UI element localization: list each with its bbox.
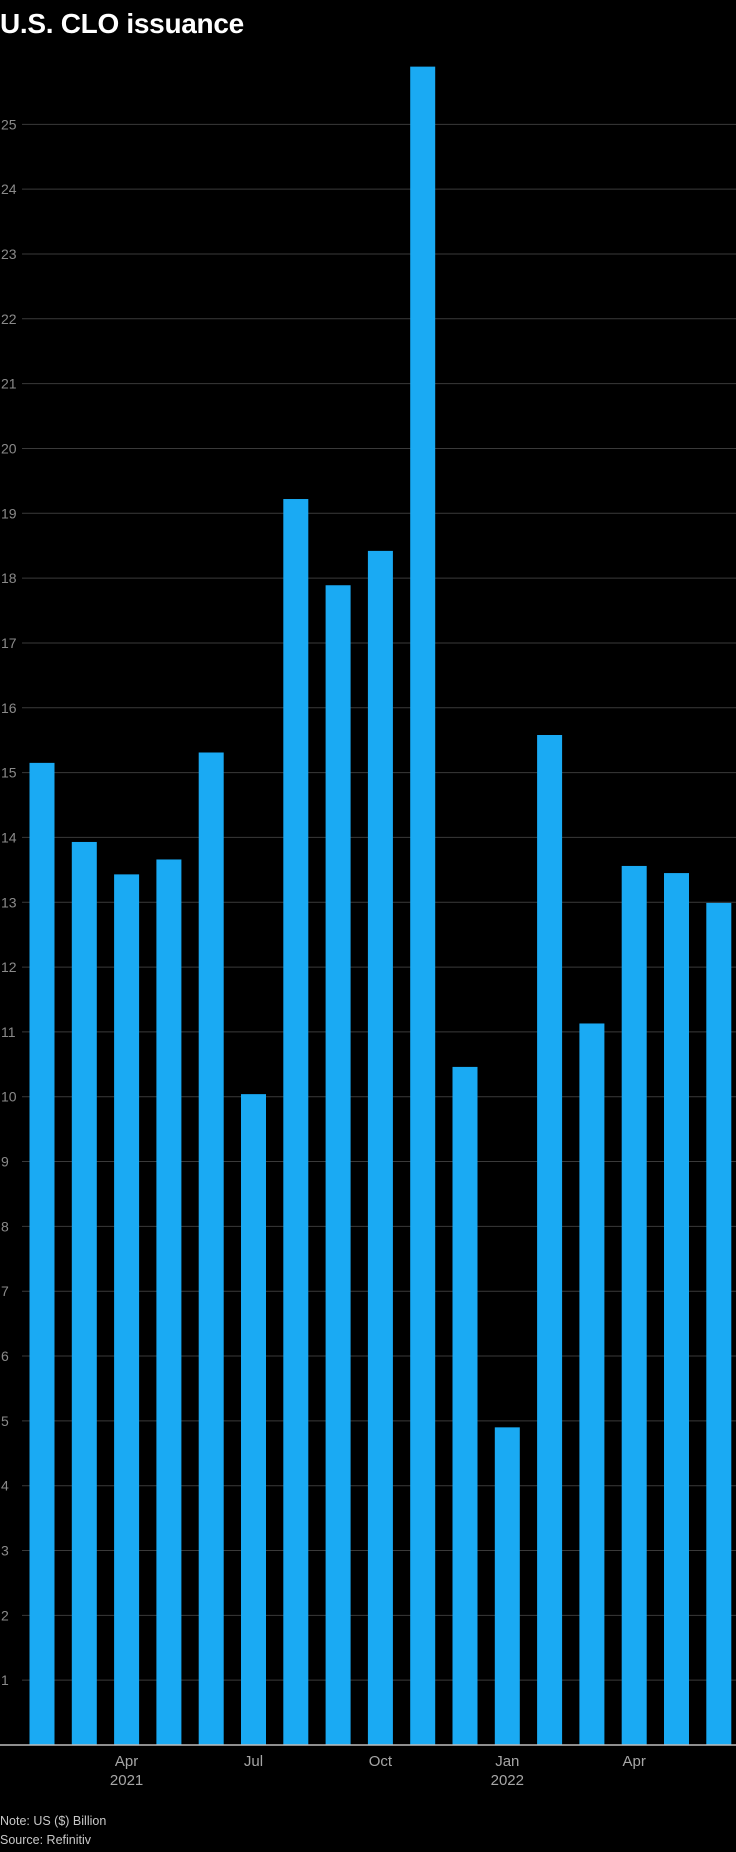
x-tick-label: Apr xyxy=(623,1753,646,1770)
bar xyxy=(621,865,647,1745)
y-tick-label: 10 xyxy=(1,1089,17,1105)
chart-title: U.S. CLO issuance xyxy=(0,8,244,39)
y-tick-label: 14 xyxy=(1,829,17,845)
y-tick-label: 12 xyxy=(1,959,17,975)
y-tick-label: 20 xyxy=(1,440,17,456)
bar xyxy=(367,550,393,1745)
y-tick-label: 4 xyxy=(1,1478,9,1494)
y-tick-label: 11 xyxy=(1,1024,16,1040)
bar xyxy=(241,1094,266,1745)
x-axis-ticks: Apr 2021 Jul Oct Jan 2022 Apr xyxy=(110,1753,646,1789)
y-tick-label: 8 xyxy=(1,1218,9,1234)
bar-chart: 1234567891011121314151617181920212223242… xyxy=(0,66,736,1789)
y-axis-ticks: 1234567891011121314151617181920212223242… xyxy=(1,116,17,1688)
bar xyxy=(579,1023,605,1745)
chart-note: Note: US ($) Billion xyxy=(0,1814,107,1828)
x-tick-label: Jan xyxy=(495,1753,519,1770)
bar xyxy=(452,1066,478,1745)
y-tick-label: 5 xyxy=(1,1413,9,1429)
y-tick-label: 21 xyxy=(1,376,17,392)
y-tick-label: 2 xyxy=(1,1607,9,1623)
y-tick-label: 7 xyxy=(1,1283,9,1299)
bar xyxy=(29,762,55,1745)
bar xyxy=(325,585,351,1745)
y-tick-label: 16 xyxy=(1,700,17,716)
chart-source: Source: Refinitiv xyxy=(0,1833,92,1847)
y-tick-label: 3 xyxy=(1,1543,9,1559)
y-tick-label: 15 xyxy=(1,765,17,781)
bar xyxy=(198,752,224,1745)
bars xyxy=(29,66,732,1745)
y-tick-label: 1 xyxy=(1,1672,9,1688)
y-tick-label: 6 xyxy=(1,1348,9,1364)
y-tick-label: 24 xyxy=(1,181,17,197)
bar xyxy=(537,734,563,1745)
bar xyxy=(664,873,689,1745)
x-tick-label: Apr xyxy=(115,1753,138,1770)
y-tick-label: 17 xyxy=(1,635,17,651)
bar xyxy=(410,66,436,1745)
y-tick-label: 9 xyxy=(1,1154,9,1170)
x-tick-sublabel: 2021 xyxy=(110,1772,143,1789)
bar xyxy=(494,1427,520,1745)
x-tick-label: Oct xyxy=(369,1753,393,1770)
y-tick-label: 23 xyxy=(1,246,17,262)
x-tick-sublabel: 2022 xyxy=(491,1772,524,1789)
bar xyxy=(283,499,309,1745)
bar xyxy=(71,841,97,1745)
y-tick-label: 13 xyxy=(1,894,17,910)
y-tick-label: 25 xyxy=(1,116,17,132)
y-tick-label: 18 xyxy=(1,570,17,586)
y-tick-label: 19 xyxy=(1,505,17,521)
y-tick-label: 22 xyxy=(1,311,17,327)
bar xyxy=(706,902,732,1745)
bar xyxy=(114,874,140,1745)
x-tick-label: Jul xyxy=(244,1753,263,1770)
bar xyxy=(156,859,182,1745)
